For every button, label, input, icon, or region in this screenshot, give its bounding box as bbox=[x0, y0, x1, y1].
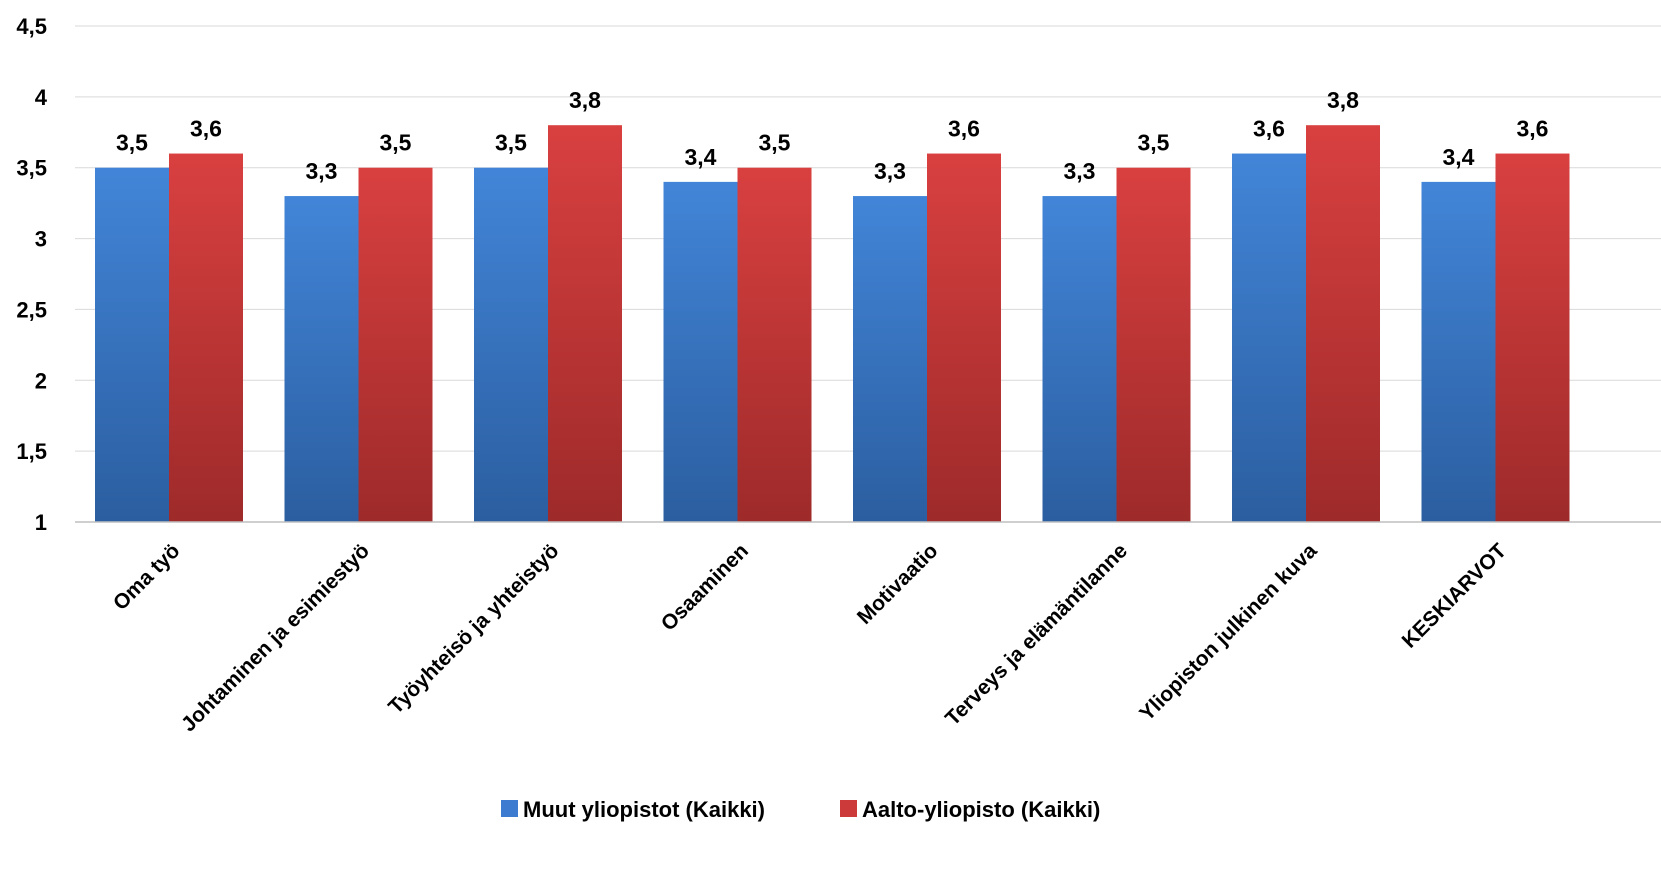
data-label: 3,4 bbox=[685, 144, 717, 170]
data-label: 3,8 bbox=[1327, 87, 1359, 113]
data-label: 3,3 bbox=[306, 158, 338, 184]
legend: Muut yliopistot (Kaikki) Aalto-yliopisto … bbox=[501, 797, 1100, 822]
bar bbox=[1232, 153, 1306, 523]
x-tick-label: Osaaminen bbox=[657, 539, 753, 635]
bar bbox=[737, 167, 812, 522]
data-label: 3,3 bbox=[1064, 158, 1096, 184]
bar bbox=[853, 196, 927, 523]
data-label: 3,5 bbox=[495, 130, 527, 156]
bar bbox=[927, 153, 1001, 523]
legend-label: Muut yliopistot (Kaikki) bbox=[523, 797, 765, 822]
y-tick-label: 2 bbox=[35, 368, 47, 393]
bar bbox=[169, 153, 243, 523]
bar bbox=[1116, 167, 1191, 522]
data-labels: 3,5 3,6 3,3 3,5 3,5 3,8 3,4 3,5 3,3 3,6 3,3 3,5 3,6 3… bbox=[116, 87, 1548, 184]
x-tick-label: Motivaatio bbox=[853, 539, 943, 629]
data-label: 3,5 bbox=[380, 130, 412, 156]
data-label: 3,6 bbox=[1517, 116, 1549, 142]
bar bbox=[1495, 153, 1570, 523]
data-label: 3,4 bbox=[1443, 144, 1475, 170]
bar bbox=[1042, 196, 1117, 523]
bar bbox=[95, 167, 169, 522]
y-tick-label: 2,5 bbox=[16, 297, 47, 322]
x-tick-label: KESKIARVOT bbox=[1398, 539, 1511, 652]
data-label: 3,5 bbox=[759, 130, 791, 156]
legend-swatch bbox=[840, 800, 857, 817]
x-tick-label: Yliopiston julkinen kuva bbox=[1135, 539, 1321, 725]
legend-swatch bbox=[501, 800, 518, 817]
data-label: 3,5 bbox=[1138, 130, 1170, 156]
x-tick-label: Työyhteisö ja yhteistyö bbox=[384, 539, 563, 718]
data-label: 3,3 bbox=[874, 158, 906, 184]
data-label: 3,6 bbox=[1253, 116, 1285, 142]
legend-label: Aalto-yliopisto (Kaikki) bbox=[862, 797, 1100, 822]
x-tick-label: Terveys ja elämäntilanne bbox=[941, 539, 1132, 730]
x-tick-label: Oma työ bbox=[109, 539, 185, 615]
y-tick-label: 3 bbox=[35, 227, 47, 252]
y-tick-label: 1 bbox=[35, 510, 47, 535]
y-tick-label: 1,5 bbox=[16, 439, 47, 464]
data-label: 3,8 bbox=[569, 87, 601, 113]
y-tick-label: 4,5 bbox=[16, 14, 47, 39]
bar bbox=[1421, 181, 1496, 522]
data-label: 3,6 bbox=[948, 116, 980, 142]
bar bbox=[548, 125, 622, 522]
data-label: 3,6 bbox=[190, 116, 222, 142]
bar bbox=[663, 181, 738, 522]
data-label: 3,5 bbox=[116, 130, 148, 156]
y-tick-label: 3,5 bbox=[16, 156, 47, 181]
bars bbox=[95, 125, 1570, 523]
bar bbox=[1306, 125, 1380, 522]
bar bbox=[284, 196, 359, 523]
bar bbox=[358, 167, 433, 522]
y-tick-label: 4 bbox=[35, 85, 48, 110]
bar bbox=[474, 167, 548, 522]
x-tick-label: Johtaminen ja esimiestyö bbox=[177, 539, 374, 736]
